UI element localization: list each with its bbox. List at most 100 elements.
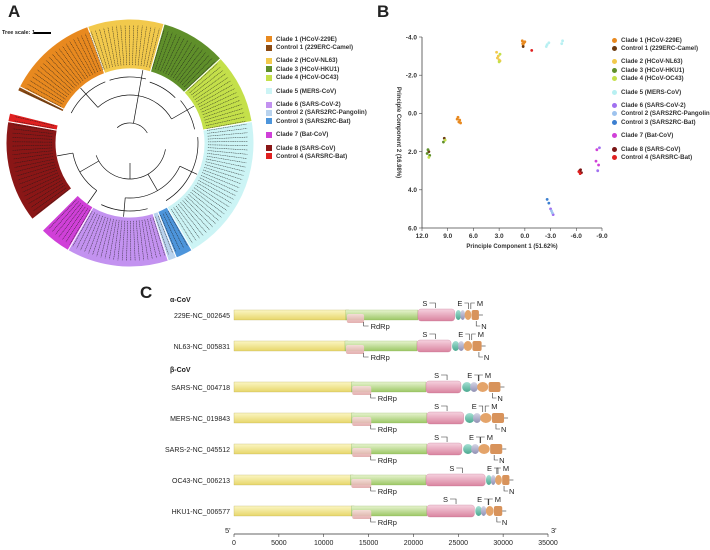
x-tick-label: -6.0 <box>571 233 583 240</box>
legend-label: Clade 5 (MERS-CoV) <box>276 88 336 95</box>
legend-label: Clade 2 (HCoV-NL63) <box>276 57 338 64</box>
legend-swatch <box>266 88 272 94</box>
membrane-segment <box>464 341 473 351</box>
membrane-segment <box>478 444 489 454</box>
legend-swatch <box>266 58 272 64</box>
x-tick-label: 9.0 <box>443 233 452 240</box>
legend-item: Control 1 (229ERC-Camel) <box>266 43 367 51</box>
legend-label: Control 4 (SARSRC-Bat) <box>621 154 692 161</box>
rdrp-segment <box>346 345 364 354</box>
envelope-segment <box>470 382 478 392</box>
legend-swatch <box>266 45 272 51</box>
data-point <box>596 169 599 172</box>
legend-swatch <box>266 102 272 108</box>
legend-swatch <box>266 110 272 116</box>
orf1a-segment <box>234 475 353 485</box>
legend-label: Clade 6 (SARS-CoV-2) <box>621 102 686 109</box>
e-label: E <box>469 433 474 442</box>
n-bracket <box>504 486 508 491</box>
legend-label: Clade 3 (HCoV-HKU1) <box>276 66 339 73</box>
e-label: E <box>477 495 482 504</box>
s-bracket <box>429 303 435 308</box>
legend-item: Clade 8 (SARS-CoV) <box>266 144 367 152</box>
legend-item: Clade 3 (HCoV-HKU1) <box>612 66 710 74</box>
legend-label: Clade 6 (SARS-CoV-2) <box>276 101 341 108</box>
bp-tick-label: 15000 <box>359 540 379 547</box>
n-label: N <box>509 487 514 496</box>
x-tick-label: -3.0 <box>545 233 557 240</box>
legend-item: Control 2 (SARS2RC-Pangolin) <box>612 110 710 118</box>
legend-swatch <box>612 133 617 138</box>
s-bracket <box>441 437 447 442</box>
rdrp-label: RdRp <box>378 487 397 496</box>
legend-swatch <box>612 46 617 51</box>
nucleocapsid-segment <box>502 475 509 485</box>
m-bracket <box>471 303 475 309</box>
legend-label: Clade 5 (MERS-CoV) <box>621 89 681 96</box>
spike-segment <box>426 474 485 486</box>
legend-label: Control 3 (SARS2RC-Bat) <box>276 118 351 125</box>
e-bracket <box>479 406 483 412</box>
data-point <box>546 43 549 46</box>
orf1a-segment <box>234 310 349 320</box>
n-bracket <box>496 424 500 429</box>
bp-tick-label: 10000 <box>314 540 334 547</box>
legend-label: Control 1 (229ERC-Camel) <box>621 45 698 52</box>
membrane-segment <box>477 382 488 392</box>
m-bracket <box>485 406 489 412</box>
five-prime-label: 5' <box>225 526 231 535</box>
bp-tick-label: 0 <box>232 540 236 547</box>
legend-swatch <box>612 120 617 125</box>
m-label: M <box>495 495 501 504</box>
legend-item: Clade 3 (HCoV-HKU1) <box>266 65 367 73</box>
legend-item: Clade 5 (MERS-CoV) <box>612 88 710 96</box>
data-point <box>496 57 499 60</box>
legend-swatch <box>266 118 272 124</box>
n-bracket <box>494 455 498 460</box>
data-point <box>595 148 598 151</box>
n-bracket <box>492 393 496 398</box>
legend-label: Control 2 (SARS2RC-Pangolin) <box>621 110 710 117</box>
data-point <box>427 156 430 159</box>
legend-item: Clade 2 (HCoV-NL63) <box>612 58 710 66</box>
e-label: E <box>487 464 492 473</box>
nucleocapsid-segment <box>489 382 501 392</box>
data-point <box>546 198 549 201</box>
legend-label: Clade 8 (SARS-CoV) <box>276 145 335 152</box>
legend-swatch <box>266 75 272 81</box>
spike-segment <box>427 505 475 517</box>
y-axis-label: Principle Component 2 (16.98%) <box>395 87 401 178</box>
legend-swatch <box>612 90 617 95</box>
spike-segment <box>427 412 464 424</box>
e-label: E <box>467 371 472 380</box>
n-bracket <box>497 517 501 522</box>
rdrp-segment <box>351 479 371 488</box>
legend-swatch <box>612 155 617 160</box>
envelope-segment <box>473 413 481 423</box>
rdrp-bracket <box>364 322 369 326</box>
membrane-segment <box>465 310 472 320</box>
data-point <box>495 51 498 54</box>
legend-item: Control 3 (SARS2RC-Bat) <box>266 117 367 125</box>
orf1a-segment <box>234 506 354 516</box>
legend-item: Clade 6 (SARS-CoV-2) <box>266 100 367 108</box>
data-point <box>530 49 533 52</box>
e-bracket <box>484 499 488 505</box>
rdrp-label: RdRp <box>378 518 397 527</box>
e-label: E <box>457 299 462 308</box>
legend-label: Clade 7 (Bat-CoV) <box>276 131 328 138</box>
rdrp-segment <box>352 510 371 519</box>
e-bracket <box>474 375 478 381</box>
legend-swatch <box>266 145 272 151</box>
s-bracket <box>450 499 456 504</box>
legend-item: Clade 8 (SARS-CoV) <box>612 145 710 153</box>
legend-label: Control 1 (229ERC-Camel) <box>276 44 353 51</box>
legend-item: Clade 7 (Bat-CoV) <box>266 131 367 139</box>
legend-item: Control 4 (SARSRC-Bat) <box>612 153 710 161</box>
x-tick-label: -9.0 <box>596 233 608 240</box>
legend-label: Clade 4 (HCoV-OC43) <box>621 75 684 82</box>
legend-label: Clade 7 (Bat-CoV) <box>621 132 673 139</box>
legend-label: Clade 4 (HCoV-OC43) <box>276 74 339 81</box>
data-point <box>427 148 430 151</box>
rdrp-label: RdRp <box>378 394 397 403</box>
